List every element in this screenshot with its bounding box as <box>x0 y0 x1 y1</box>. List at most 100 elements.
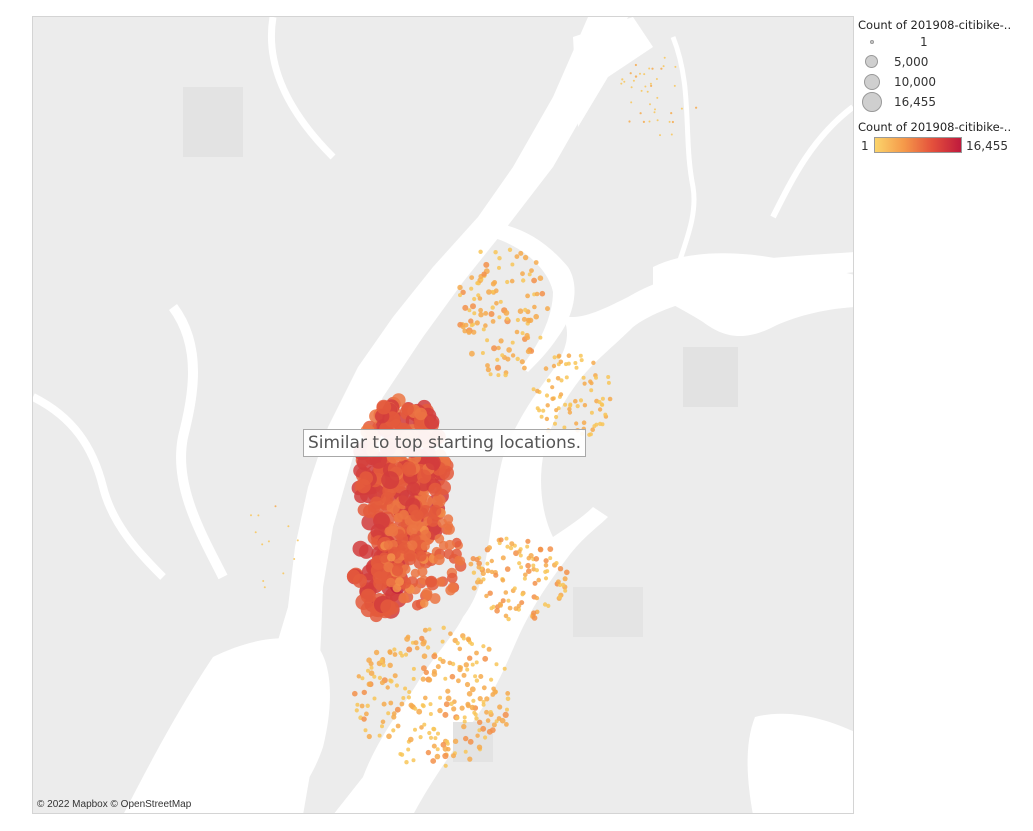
station-point[interactable] <box>369 665 374 670</box>
station-point[interactable] <box>526 568 532 574</box>
station-point[interactable] <box>376 399 392 415</box>
station-point[interactable] <box>408 736 414 743</box>
station-point[interactable] <box>425 576 436 588</box>
station-point[interactable] <box>476 560 483 567</box>
station-point[interactable] <box>419 725 424 730</box>
station-point[interactable] <box>474 556 480 563</box>
station-point[interactable] <box>476 744 483 750</box>
station-point[interactable] <box>383 561 394 573</box>
station-point[interactable] <box>512 586 517 591</box>
station-point[interactable] <box>477 719 483 725</box>
station-point[interactable] <box>516 603 522 609</box>
station-point[interactable] <box>573 398 578 404</box>
station-point[interactable] <box>488 311 495 317</box>
station-point[interactable] <box>525 348 532 355</box>
station-point[interactable] <box>455 556 466 566</box>
station-point[interactable] <box>481 702 486 707</box>
station-point[interactable] <box>395 577 404 587</box>
station-point[interactable] <box>639 112 642 115</box>
station-point[interactable] <box>457 646 463 652</box>
station-point[interactable] <box>419 635 425 642</box>
station-point[interactable] <box>366 681 372 687</box>
station-point[interactable] <box>531 615 538 621</box>
station-point[interactable] <box>422 722 427 727</box>
station-point[interactable] <box>497 265 501 270</box>
station-point[interactable] <box>420 529 432 541</box>
station-point[interactable] <box>498 603 503 608</box>
station-point[interactable] <box>649 82 652 85</box>
station-point[interactable] <box>423 669 429 676</box>
station-point[interactable] <box>425 749 432 756</box>
station-point[interactable] <box>674 65 677 68</box>
station-point[interactable] <box>293 558 296 560</box>
station-point[interactable] <box>600 396 605 401</box>
station-point[interactable] <box>463 749 468 754</box>
station-point[interactable] <box>541 408 546 413</box>
station-point[interactable] <box>654 108 656 111</box>
station-point[interactable] <box>451 753 456 759</box>
station-point[interactable] <box>366 733 372 740</box>
station-point[interactable] <box>449 673 456 680</box>
station-point[interactable] <box>469 323 474 328</box>
station-point[interactable] <box>410 509 422 522</box>
station-point[interactable] <box>502 666 507 671</box>
station-point[interactable] <box>483 261 490 268</box>
station-point[interactable] <box>267 540 270 543</box>
station-point[interactable] <box>642 120 646 123</box>
station-point[interactable] <box>352 690 358 697</box>
station-point[interactable] <box>420 541 430 551</box>
station-point[interactable] <box>361 716 367 722</box>
station-point[interactable] <box>419 599 429 608</box>
station-point[interactable] <box>411 758 416 763</box>
station-point[interactable] <box>498 537 504 543</box>
station-point[interactable] <box>366 668 370 673</box>
station-point[interactable] <box>594 422 599 427</box>
station-point[interactable] <box>358 544 374 559</box>
station-point[interactable] <box>521 316 527 322</box>
station-point[interactable] <box>360 601 377 618</box>
station-point[interactable] <box>458 293 462 298</box>
station-point[interactable] <box>406 747 411 752</box>
station-point[interactable] <box>556 353 562 359</box>
station-point[interactable] <box>531 387 536 392</box>
station-point[interactable] <box>532 580 538 586</box>
station-point[interactable] <box>519 600 525 606</box>
station-point[interactable] <box>607 396 613 402</box>
station-point[interactable] <box>429 504 442 517</box>
station-point[interactable] <box>520 331 525 336</box>
station-point[interactable] <box>400 564 411 574</box>
station-point[interactable] <box>372 696 377 701</box>
station-point[interactable] <box>500 555 506 561</box>
station-point[interactable] <box>494 662 499 667</box>
station-point[interactable] <box>435 664 441 670</box>
station-point[interactable] <box>459 705 465 711</box>
station-point[interactable] <box>497 256 502 261</box>
station-point[interactable] <box>428 735 434 740</box>
station-point[interactable] <box>504 722 509 727</box>
station-point[interactable] <box>529 268 534 273</box>
station-point[interactable] <box>373 649 380 656</box>
station-point[interactable] <box>462 304 469 311</box>
station-point[interactable] <box>466 691 473 697</box>
station-point[interactable] <box>414 407 428 421</box>
station-point[interactable] <box>474 320 480 326</box>
station-point[interactable] <box>407 690 412 694</box>
station-point[interactable] <box>599 402 604 407</box>
station-point[interactable] <box>659 134 661 137</box>
station-point[interactable] <box>474 678 480 683</box>
station-point[interactable] <box>485 718 491 723</box>
station-point[interactable] <box>500 353 505 358</box>
station-point[interactable] <box>606 380 611 385</box>
station-point[interactable] <box>491 722 497 728</box>
station-point[interactable] <box>403 652 409 657</box>
station-point[interactable] <box>476 565 482 570</box>
station-point[interactable] <box>485 363 490 368</box>
station-point[interactable] <box>500 598 506 604</box>
station-point[interactable] <box>563 402 568 407</box>
station-point[interactable] <box>440 639 445 644</box>
station-point[interactable] <box>372 674 377 679</box>
station-point[interactable] <box>557 595 562 600</box>
station-point[interactable] <box>434 534 445 544</box>
station-point[interactable] <box>422 627 428 633</box>
station-point[interactable] <box>515 317 520 323</box>
